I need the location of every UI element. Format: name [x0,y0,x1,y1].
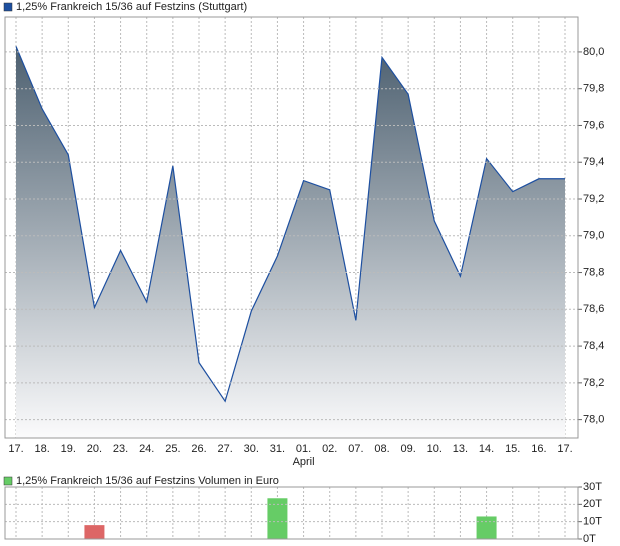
legend-label: 1,25% Frankreich 15/36 auf Festzins Volu… [16,475,279,487]
x-tick-label: 26. [191,443,206,455]
x-tick-label: 02. [322,443,337,455]
y-tick-label: 30T [583,481,602,493]
volume-bar [476,516,497,539]
y-tick-label: 78,6 [583,303,604,315]
plot-frame [4,486,579,540]
x-tick-label: 07. [348,443,363,455]
y-tick-label: 79,6 [583,119,604,131]
y-tick-label: 78,2 [583,377,604,389]
price-line [15,46,565,403]
x-tick-label: 17. [8,443,23,455]
x-tick-label: 20. [87,443,102,455]
legend-marker [3,2,13,12]
x-tick-label: 10. [427,443,442,455]
x-tick-label: 23. [113,443,128,455]
x-tick-label: 27. [217,443,232,455]
x-tick-label: 13. [453,443,468,455]
x-tick-label: 17. [557,443,572,455]
x-tick-label: 14. [479,443,494,455]
x-tick-label: 18. [34,443,49,455]
y-tick-label: 78,8 [583,266,604,278]
y-tick-label: 79,2 [583,193,604,205]
y-tick-label: 80,0 [583,46,604,58]
y-tick-label: 79,0 [583,230,604,242]
plot-frame [4,16,579,439]
legend-marker [3,476,13,486]
y-tick-label: 78,4 [583,340,604,352]
y-tick-label: 78,0 [583,414,604,426]
x-tick-label: 15. [505,443,520,455]
x-tick-label: 24. [139,443,154,455]
y-tick-label: 10T [583,516,602,528]
y-tick-label: 0T [583,533,596,545]
x-tick-label: 19. [61,443,76,455]
legend-label: 1,25% Frankreich 15/36 auf Festzins (Stu… [16,1,247,13]
x-tick-label: 30. [244,443,259,455]
y-tick-label: 79,4 [583,156,604,168]
volume-bar [84,525,105,539]
x-tick-label: 31. [270,443,285,455]
x-tick-label: 25. [165,443,180,455]
x-tick-label: 01. [296,443,311,455]
y-tick-label: 79,8 [583,83,604,95]
x-tick-label: 09. [400,443,415,455]
x-tick-label: 08. [374,443,389,455]
x-tick-label: 16. [531,443,546,455]
area-fill [16,46,565,438]
y-tick-label: 20T [583,498,602,510]
volume-bar [267,498,288,539]
month-label: April [293,456,315,468]
